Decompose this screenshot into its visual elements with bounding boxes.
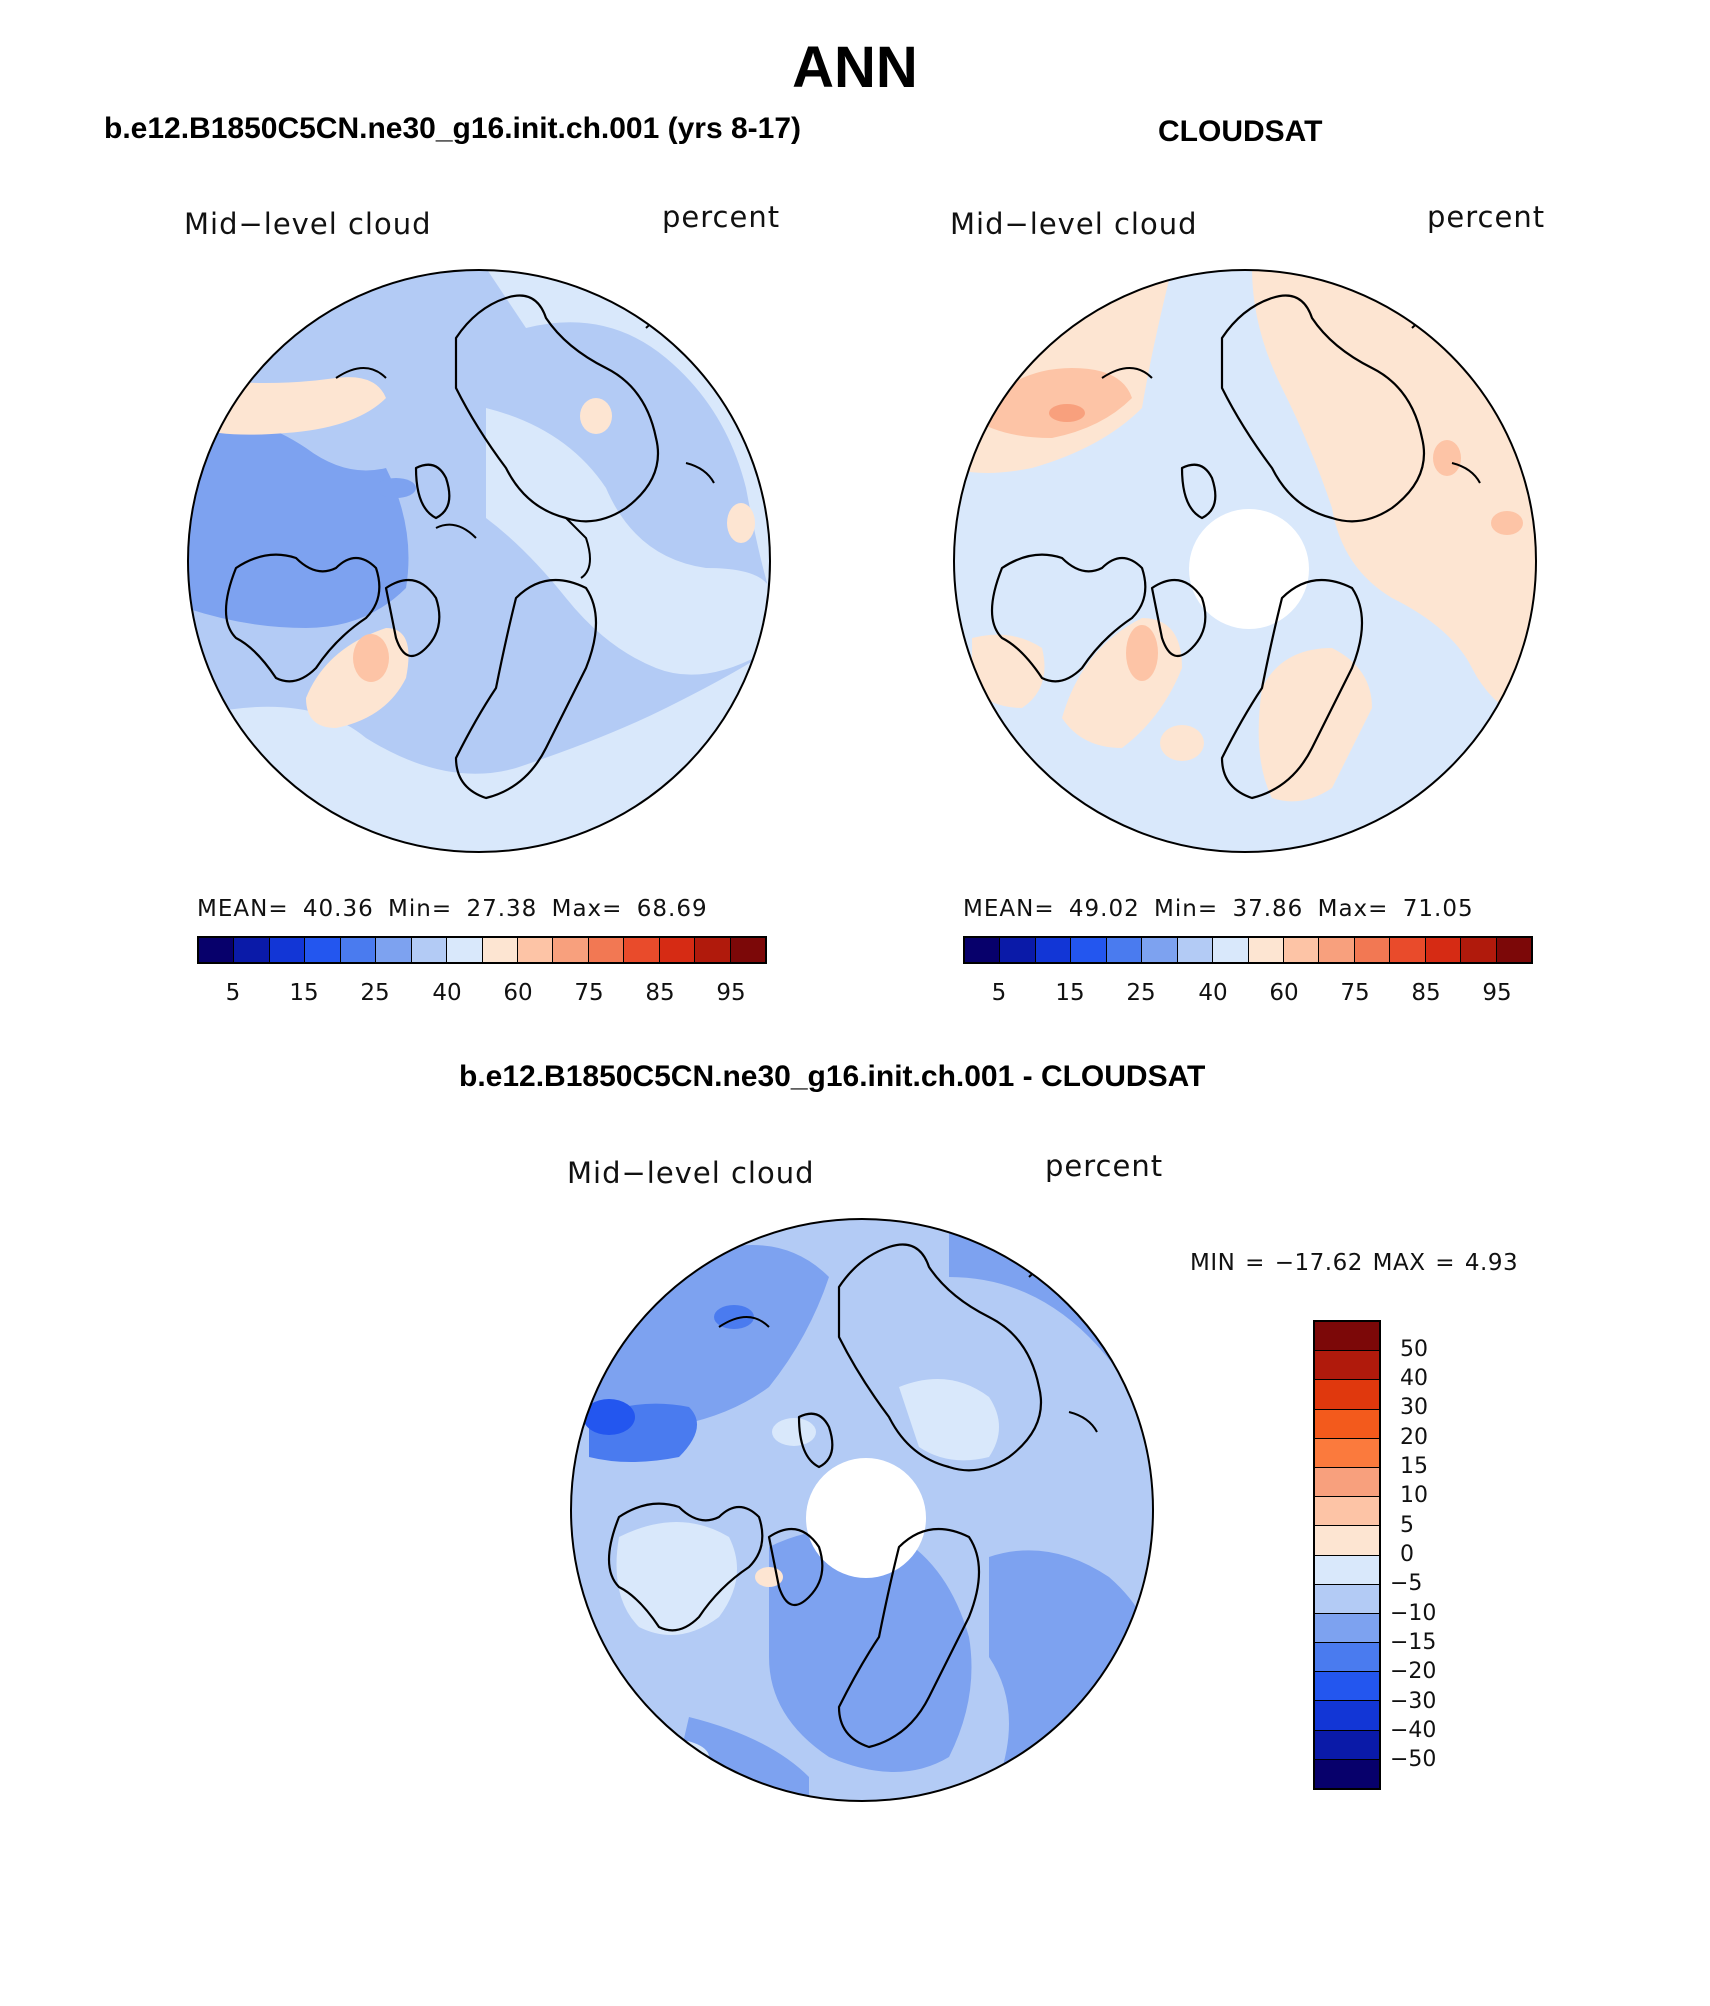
panel-diff-subtitle: b.e12.B1850C5CN.ne30_g16.init.ch.001 - C… [459, 1060, 1206, 1093]
light-region [629, 1739, 709, 1775]
colorbar-tick-label: 50 [1400, 1337, 1428, 1362]
light-region [772, 1418, 816, 1446]
peach-region [972, 634, 1045, 708]
colorbar-tick-label: 75 [574, 980, 604, 1006]
panel-model-colorbar [197, 936, 767, 964]
panel-model-units-label: percent [662, 200, 781, 234]
blue-region [188, 416, 409, 628]
no-data-hole [806, 1458, 926, 1578]
light-region [486, 408, 770, 675]
peach-region [1160, 725, 1204, 761]
panel-diff-colorbar [1313, 1320, 1381, 1790]
colorbar-tick-label: −5 [1390, 1571, 1423, 1596]
salmon-region [1433, 440, 1461, 476]
coastline [225, 294, 660, 800]
blue-region [376, 478, 416, 498]
colorbar-tick-label: −20 [1390, 1659, 1437, 1684]
colorbar-tick-label: 85 [1411, 980, 1441, 1006]
colorbar-tick-label: 25 [360, 980, 390, 1006]
salmon-region [1491, 511, 1523, 535]
colorbar-tick-label: 10 [1400, 1483, 1428, 1508]
colorbar-tick-label: 95 [716, 980, 746, 1006]
coastline [335, 313, 715, 579]
colorbar-tick-label: −50 [1390, 1747, 1437, 1772]
panel-model-variable-label: Mid−level cloud [184, 207, 432, 241]
deep-region [583, 1399, 635, 1435]
panel-obs-stats: MEAN= 49.02 Min= 37.86 Max= 71.05 [963, 896, 1474, 922]
colorbar-tick-label: 15 [289, 980, 319, 1006]
salmon-region [1049, 404, 1085, 422]
panel-diff-variable-label: Mid−level cloud [567, 1156, 815, 1190]
peach-region [1252, 270, 1536, 728]
colorbar-tick-label: −15 [1390, 1630, 1437, 1655]
colorbar-tick-label: 5 [991, 980, 1007, 1006]
colorbar-tick-label: 60 [1269, 980, 1299, 1006]
colorbar-tick-label: −30 [1390, 1689, 1437, 1714]
panel-diff-polar-map [570, 1218, 1154, 1802]
salmon-region [1126, 625, 1158, 681]
colorbar-tick-label: 5 [1400, 1513, 1414, 1538]
light-region [188, 648, 770, 852]
colorbar-tick-label: 25 [1126, 980, 1156, 1006]
colorbar-tick-label: 85 [645, 980, 675, 1006]
panel-model-polar-map [187, 269, 771, 853]
panel-diff-stats: MIN = −17.62 MAX = 4.93 [1190, 1250, 1519, 1276]
colorbar-tick-label: 5 [225, 980, 241, 1006]
colorbar-tick-label: 15 [1055, 980, 1085, 1006]
no-data-hole [1189, 509, 1309, 629]
panel-obs-polar-map [953, 269, 1537, 853]
colorbar-tick-label: 20 [1400, 1425, 1428, 1450]
panel-obs-colorbar [963, 936, 1533, 964]
panel-diff-units-label: percent [1045, 1149, 1164, 1183]
colorbar-tick-label: −40 [1390, 1718, 1437, 1743]
colorbar-tick-label: 60 [503, 980, 533, 1006]
peach-region [727, 503, 755, 543]
colorbar-tick-label: 40 [1400, 1366, 1428, 1391]
panel-obs-subtitle: CLOUDSAT [1158, 115, 1323, 148]
colorbar-swatches [963, 936, 1533, 964]
panel-obs-units-label: percent [1427, 200, 1546, 234]
light-region [899, 1379, 999, 1461]
colorbar-tick-label: 15 [1400, 1454, 1428, 1479]
coastline [991, 294, 1426, 800]
colorbar-swatches [197, 936, 767, 964]
panel-model-stats: MEAN= 40.36 Min= 27.38 Max= 68.69 [197, 896, 708, 922]
colorbar-tick-label: 40 [432, 980, 462, 1006]
salmon-region [353, 634, 389, 682]
colorbar-tick-label: 75 [1340, 980, 1370, 1006]
colorbar-tick-label: 0 [1400, 1542, 1414, 1567]
figure-title: ANN [792, 35, 918, 100]
panel-model-subtitle: b.e12.B1850C5CN.ne30_g16.init.ch.001 (yr… [104, 112, 802, 145]
colorbar-tick-label: 40 [1198, 980, 1228, 1006]
peach-region [580, 398, 612, 434]
colorbar-tick-label: 30 [1400, 1395, 1428, 1420]
coastline [608, 1243, 1043, 1749]
colorbar-tick-label: −10 [1390, 1601, 1437, 1626]
panel-obs-variable-label: Mid−level cloud [950, 207, 1198, 241]
colorbar-swatches [1313, 1320, 1381, 1790]
colorbar-tick-label: 95 [1482, 980, 1512, 1006]
